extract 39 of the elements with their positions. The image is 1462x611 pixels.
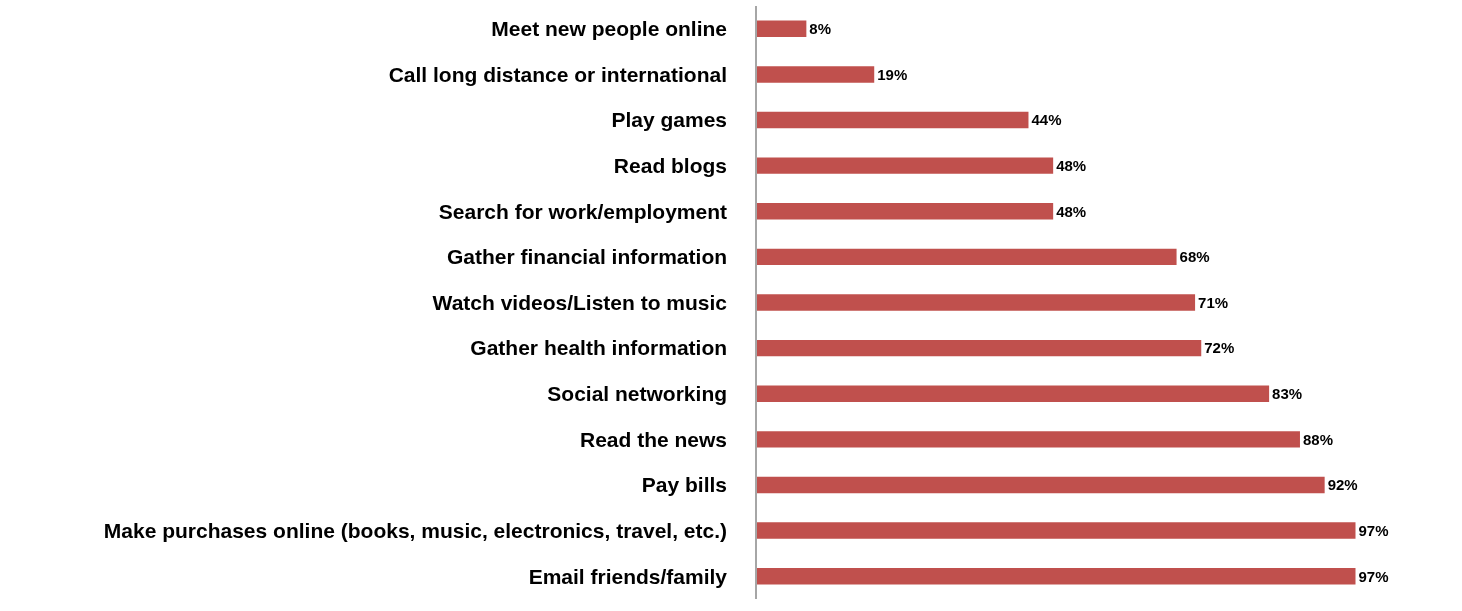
data-label: 19% (877, 65, 908, 83)
y-tick-label: Meet new people online (491, 17, 728, 41)
bar (757, 20, 807, 38)
data-label: 72% (1204, 339, 1235, 357)
bar (757, 248, 1177, 266)
y-tick-label: Watch videos/Listen to music (432, 290, 728, 314)
bar (757, 294, 1196, 311)
y-tick-label: Gather financial information (447, 245, 728, 269)
bar (757, 385, 1270, 402)
y-tick-label: Gather health information (470, 336, 728, 360)
data-label: 88% (1302, 430, 1333, 448)
bar (757, 203, 1054, 220)
y-tick-label: Make purchases online (books, music, electronics, travel, etc.) (103, 518, 728, 542)
y-tick-label: Read the news (580, 427, 728, 451)
bar (757, 111, 1029, 129)
data-label: 44% (1031, 111, 1062, 129)
data-label: 71% (1198, 293, 1229, 311)
bar (757, 431, 1300, 448)
data-label: 97% (1358, 521, 1389, 539)
bar (757, 339, 1202, 357)
data-label: 68% (1179, 248, 1210, 266)
y-tick-label: Call long distance or international (388, 62, 728, 86)
bar (757, 476, 1325, 494)
data-label: 48% (1056, 157, 1087, 174)
bar (757, 157, 1054, 174)
data-label: 83% (1272, 385, 1303, 403)
y-tick-label: Pay bills (641, 473, 728, 497)
bar (757, 66, 875, 83)
y-tick-label: Play games (611, 108, 728, 132)
y-tick-label: Read blogs (613, 154, 728, 177)
y-tick-label: Search for work/employment (438, 199, 728, 223)
data-label: 8% (809, 20, 832, 38)
bar (757, 567, 1356, 585)
y-tick-label: Social networking (547, 382, 728, 406)
data-label: 97% (1358, 567, 1389, 585)
y-tick-label: Email friends/family (528, 564, 728, 588)
data-label: 92% (1327, 476, 1358, 494)
data-label: 48% (1056, 202, 1087, 220)
bar (757, 522, 1356, 539)
